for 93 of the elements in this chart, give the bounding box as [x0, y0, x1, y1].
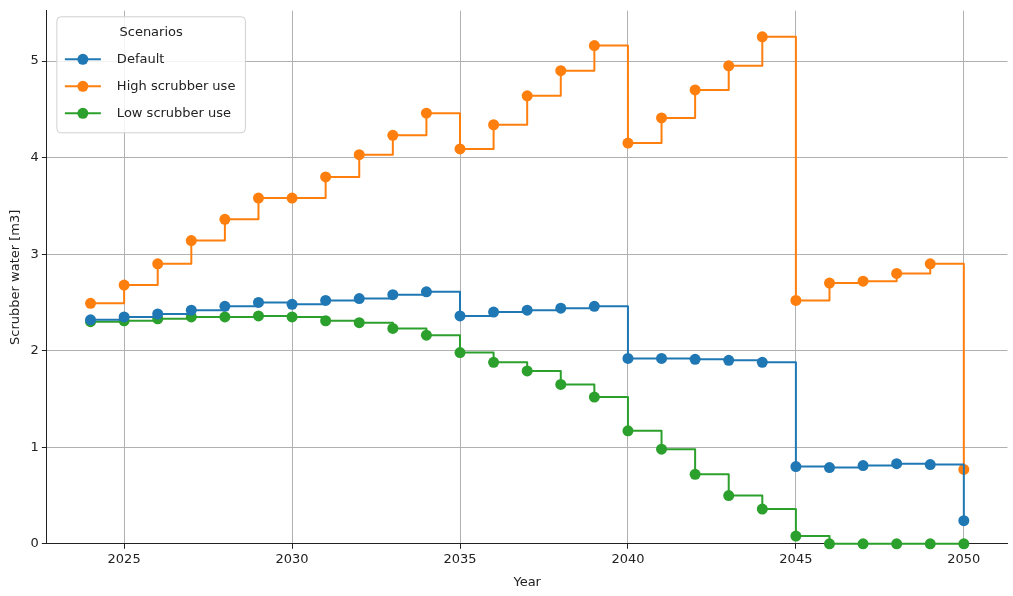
- point: [320, 315, 332, 327]
- point: [353, 149, 365, 161]
- y-axis-title: Scrubber water [m3]: [7, 209, 23, 345]
- point: [689, 84, 701, 96]
- point: [488, 119, 500, 131]
- point: [588, 391, 600, 403]
- point: [252, 310, 264, 322]
- x-tick-label: 2045: [779, 550, 813, 566]
- y-tick-label: 4: [30, 148, 39, 164]
- point: [857, 275, 869, 287]
- point: [420, 329, 432, 341]
- point: [185, 235, 197, 247]
- point: [555, 378, 567, 390]
- point: [286, 311, 298, 323]
- point: [219, 311, 231, 323]
- point: [185, 304, 197, 316]
- point: [756, 503, 768, 515]
- point: [723, 490, 735, 502]
- point: [924, 459, 936, 471]
- y-tick-label: 1: [30, 438, 39, 454]
- point: [387, 289, 399, 301]
- point: [118, 311, 130, 323]
- point: [823, 277, 835, 289]
- point: [891, 538, 903, 550]
- point: [118, 279, 130, 291]
- point: [219, 300, 231, 312]
- point: [555, 65, 567, 77]
- point: [353, 293, 365, 305]
- point: [588, 300, 600, 312]
- point: [823, 538, 835, 550]
- y-tick-label: 5: [30, 52, 39, 68]
- point: [454, 310, 466, 322]
- point: [387, 322, 399, 334]
- point: [488, 306, 500, 318]
- point: [958, 538, 970, 550]
- point: [756, 356, 768, 368]
- y-tick-label: 0: [30, 535, 39, 551]
- point: [85, 297, 97, 309]
- point: [454, 347, 466, 359]
- point: [656, 443, 668, 455]
- point: [756, 31, 768, 43]
- legend-label: Default: [116, 50, 165, 66]
- y-tick-label: 2: [30, 342, 39, 358]
- x-tick-label: 2040: [611, 550, 645, 566]
- point: [958, 515, 970, 527]
- point: [656, 112, 668, 124]
- point: [790, 530, 802, 542]
- point: [320, 294, 332, 306]
- point: [454, 143, 466, 155]
- point: [152, 258, 164, 270]
- point: [622, 425, 634, 437]
- point: [252, 296, 264, 308]
- point: [555, 302, 567, 314]
- x-tick-label: 2025: [107, 550, 141, 566]
- x-axis-title: Year: [512, 573, 542, 589]
- point: [420, 107, 432, 119]
- point: [521, 365, 533, 377]
- point: [521, 90, 533, 102]
- legend-label: Low scrubber use: [116, 104, 232, 120]
- point: [622, 137, 634, 149]
- point: [588, 40, 600, 52]
- point: [924, 538, 936, 550]
- point: [857, 538, 869, 550]
- point: [891, 458, 903, 470]
- point: [689, 468, 701, 480]
- point: [790, 461, 802, 473]
- legend-label: High scrubber use: [116, 77, 236, 93]
- point: [622, 352, 634, 364]
- y-tick-label: 3: [30, 245, 39, 261]
- legend-title: Scenarios: [119, 23, 183, 39]
- point: [488, 356, 500, 368]
- point: [656, 352, 668, 364]
- x-tick-label: 2035: [443, 550, 477, 566]
- point: [387, 129, 399, 141]
- point: [723, 60, 735, 72]
- point: [924, 258, 936, 270]
- point: [219, 213, 231, 225]
- point: [689, 353, 701, 365]
- point: [252, 192, 264, 204]
- point: [420, 286, 432, 298]
- point: [152, 308, 164, 320]
- point: [286, 298, 298, 310]
- point: [286, 192, 298, 204]
- x-tick-label: 2050: [947, 550, 981, 566]
- point: [320, 171, 332, 183]
- point: [891, 267, 903, 279]
- point: [790, 294, 802, 306]
- point: [353, 317, 365, 329]
- point: [823, 462, 835, 474]
- point: [723, 354, 735, 366]
- point: [521, 304, 533, 316]
- point: [857, 460, 869, 472]
- x-tick-label: 2030: [275, 550, 309, 566]
